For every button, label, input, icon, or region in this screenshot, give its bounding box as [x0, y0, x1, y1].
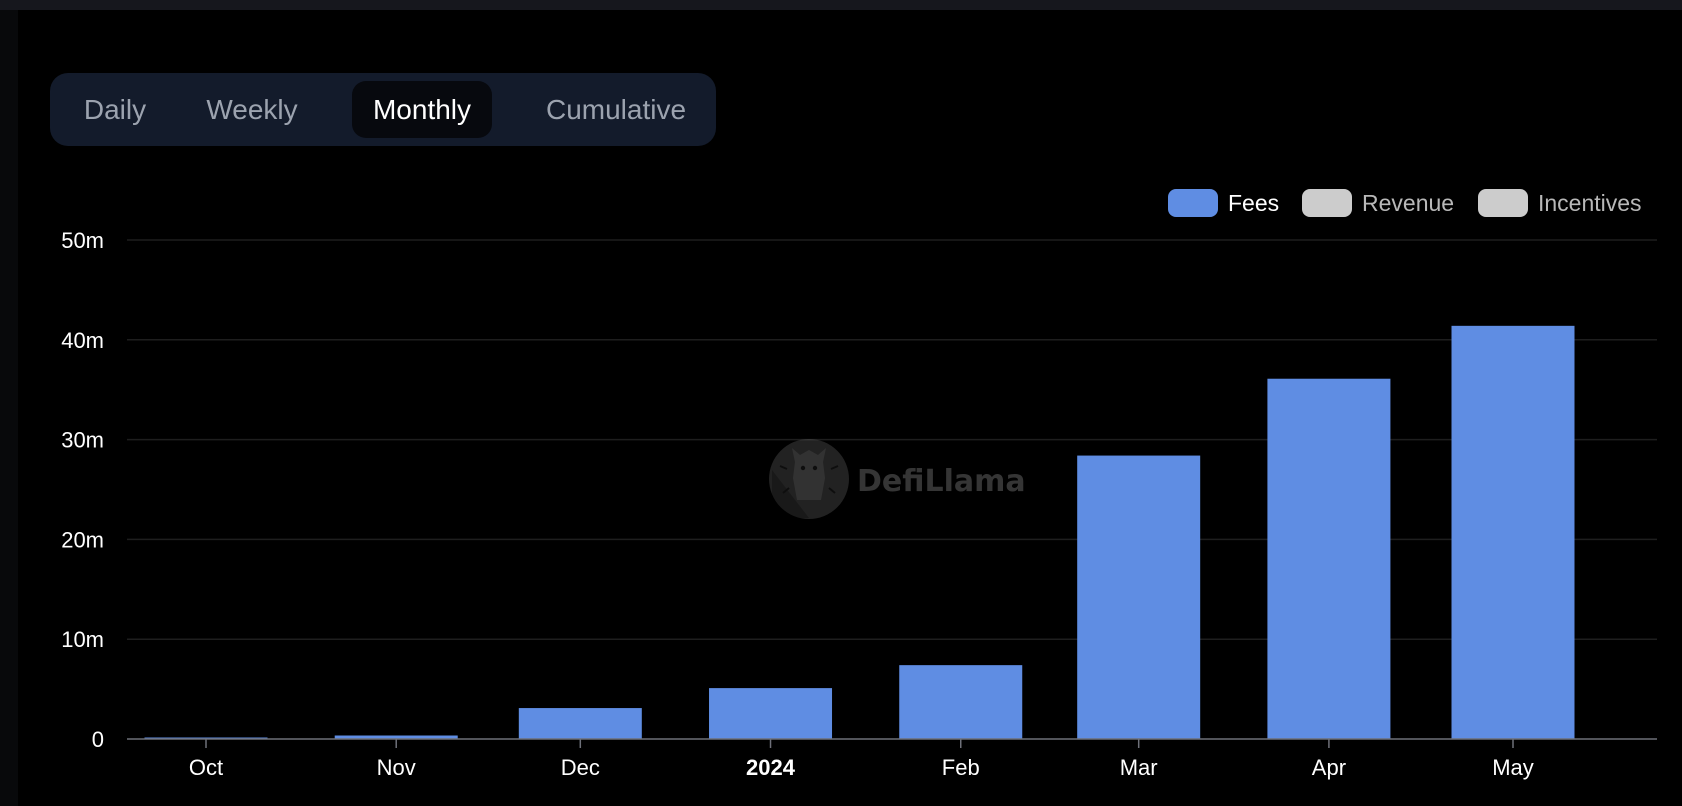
bar-nov: [334, 735, 458, 739]
x-tick-label: Apr: [1312, 755, 1346, 780]
legend-swatch-incentives: [1478, 189, 1528, 217]
legend-label-fees: Fees: [1228, 190, 1280, 216]
bar-2024: [709, 688, 833, 739]
tab-weekly[interactable]: Weekly: [206, 94, 298, 125]
bar-mar: [1077, 455, 1201, 739]
left-edge-strip: [0, 10, 18, 806]
y-tick-label: 10m: [61, 627, 104, 652]
x-tick-label: Dec: [561, 755, 600, 780]
y-tick-label: 40m: [61, 328, 104, 353]
x-tick-label: Oct: [189, 755, 223, 780]
bar-feb: [899, 665, 1023, 739]
y-tick-label: 30m: [61, 428, 104, 453]
tab-cumulative[interactable]: Cumulative: [545, 94, 687, 125]
llama-logo-icon: [769, 439, 849, 519]
x-tick-label: Feb: [942, 755, 980, 780]
watermark-text: DefiLlama: [857, 464, 1026, 499]
period-tab-bar: Daily Weekly Monthly Cumulative: [50, 73, 716, 146]
x-tick-label: May: [1492, 755, 1534, 780]
bar-may: [1451, 325, 1575, 739]
legend-swatch-fees: [1168, 189, 1218, 217]
tab-daily[interactable]: Daily: [83, 94, 147, 125]
bars: [144, 325, 1575, 739]
grid-lines: [127, 239, 1657, 640]
x-tick-label: Mar: [1120, 755, 1158, 780]
x-axis-ticks: [205, 739, 1514, 748]
y-tick-label: 50m: [61, 228, 104, 253]
watermark: DefiLlama: [769, 439, 1026, 519]
bar-apr: [1267, 378, 1391, 739]
legend-label-incentives: Incentives: [1538, 190, 1642, 216]
legend-swatch-revenue: [1302, 189, 1352, 217]
x-axis-labels: Oct Nov Dec 2024 Feb Mar Apr May: [189, 755, 1534, 780]
x-tick-label: 2024: [746, 755, 796, 780]
x-tick-label: Nov: [377, 755, 416, 780]
legend-label-revenue: Revenue: [1362, 190, 1455, 216]
bar-dec: [518, 708, 642, 739]
tab-monthly[interactable]: Monthly: [352, 81, 492, 138]
y-tick-label: 20m: [61, 527, 104, 552]
top-bar: [0, 0, 1682, 10]
y-tick-label: 0: [92, 727, 104, 752]
y-axis-labels: 0 10m 20m 30m 40m 50m: [61, 228, 104, 752]
